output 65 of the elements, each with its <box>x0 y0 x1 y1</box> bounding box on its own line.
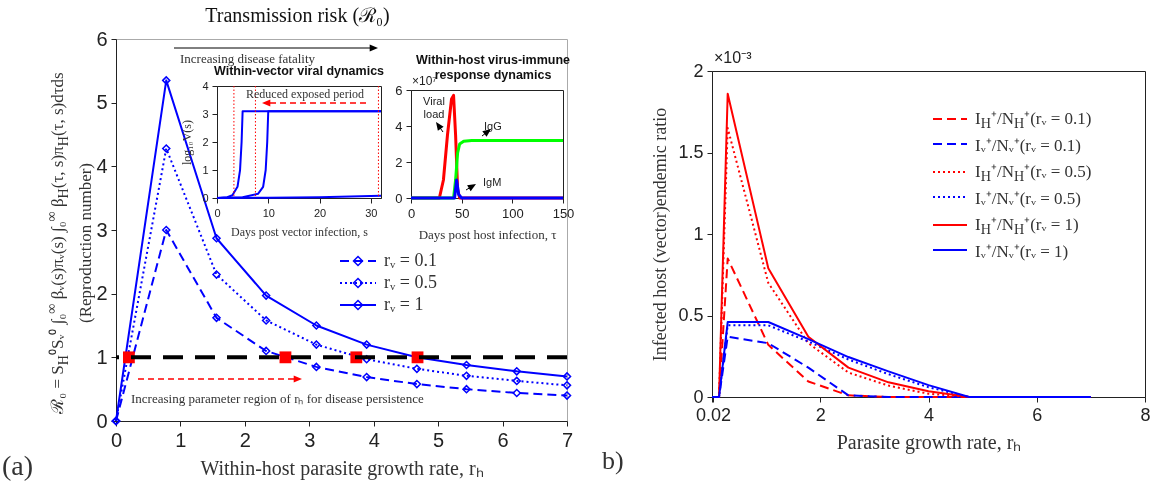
y-tick-label: 2 <box>395 154 403 170</box>
y-tick-label: 0 <box>202 191 209 204</box>
x-tick-label: 2 <box>239 428 251 451</box>
y-tick-label: 2 <box>202 135 209 148</box>
legend-label: I$_{H}$⁺/N$_{H}$⁺(rᵥ = 1) <box>975 214 1079 239</box>
y-tick-label: 3 <box>202 107 209 120</box>
y-tick-label: 6 <box>395 82 403 98</box>
y-tick-label: 2 <box>96 282 108 305</box>
x-tick-label: 4 <box>368 428 380 451</box>
x-tick-label: 20 <box>313 206 327 219</box>
x-axis-title: Within-host parasite growth rate, rₕ <box>200 456 484 480</box>
legend-label: rᵥ = 0.1 <box>384 250 437 271</box>
y-tick-label: 0.5 <box>678 305 704 325</box>
annotation: IgM <box>483 176 502 188</box>
x-tick-label: 2 <box>815 404 826 425</box>
legend-label: I$_{H}$⁺/N$_{H}$⁺(rᵥ = 0.1) <box>975 108 1092 133</box>
y-tick-label: 1 <box>202 163 209 176</box>
text: (a) <box>2 450 34 482</box>
annotation: Increasing parameter region of rₕ for disease persistence <box>131 390 424 407</box>
x-tick-label: 7 <box>561 428 574 451</box>
x-axis-title: Days post vector infection, s <box>231 224 369 239</box>
annotation: Reduced exposed period <box>246 87 364 102</box>
legend-label: Iᵥ⁺/Nᵥ⁺(rᵥ = 0.1) <box>975 134 1081 156</box>
annotation: Increasing disease fatality <box>180 51 315 66</box>
y-tick-label: 1 <box>96 345 108 368</box>
y-tick-label: 0 <box>395 190 403 206</box>
y-tick-label: 5 <box>96 91 108 114</box>
legend-label: rᵥ = 1 <box>384 294 424 315</box>
annotation: IgG <box>484 120 502 132</box>
y-axis-title: Infected host (vector)endemic ratio <box>650 107 672 362</box>
x-tick-label: 50 <box>454 205 470 221</box>
x-tick-label: 6 <box>497 428 509 451</box>
x-tick-label: 4 <box>923 404 935 425</box>
x-tick-label: 3 <box>304 428 316 451</box>
y-tick-label: 6 <box>96 27 108 50</box>
x-tick-label: 10 <box>262 206 275 219</box>
legend-label: Iᵥ⁺/Nᵥ⁺(rᵥ = 1) <box>975 240 1069 262</box>
x-tick-label: 0 <box>407 205 416 221</box>
text: ×10⁻³ <box>714 48 752 68</box>
y-axis-title: log₁₀V(s) <box>180 119 195 166</box>
x-tick-label: 100 <box>501 205 524 221</box>
y-tick-label: 1.5 <box>678 142 704 162</box>
y-tick-label: 0 <box>693 386 704 407</box>
x-tick-label: 6 <box>1032 404 1043 425</box>
annotation: Viral load <box>422 95 446 121</box>
x-tick-label: 0 <box>110 428 123 451</box>
x-tick-label: 1 <box>175 428 187 451</box>
x-tick-label: 0 <box>214 206 221 219</box>
y-tick-label: 4 <box>395 118 403 134</box>
x-tick-label: 0.02 <box>696 404 732 425</box>
x-tick-label: 150 <box>552 205 575 221</box>
legend-label: Iᵥ⁺/Nᵥ⁺(rᵥ = 0.5) <box>975 187 1081 209</box>
legend-label: I$_{H}$⁺/N$_{H}$⁺(rᵥ = 0.5) <box>975 161 1092 186</box>
y-tick-label: 2 <box>693 60 704 81</box>
y-tick-label: 1 <box>693 223 704 244</box>
x-axis-title: Days post host infection, τ <box>418 226 557 242</box>
y-tick-label: 4 <box>202 79 209 92</box>
x-tick-label: 5 <box>433 428 445 451</box>
legend-label: rᵥ = 0.5 <box>384 272 437 293</box>
x-tick-label: 8 <box>1140 404 1151 425</box>
y-tick-label: 4 <box>96 154 108 177</box>
text: b) <box>602 446 624 476</box>
x-tick-label: 30 <box>365 206 378 219</box>
x-axis-title: Parasite growth rate, rₕ <box>836 430 1022 454</box>
chart-title: Transmission risk (ℛ₀) <box>205 4 390 27</box>
